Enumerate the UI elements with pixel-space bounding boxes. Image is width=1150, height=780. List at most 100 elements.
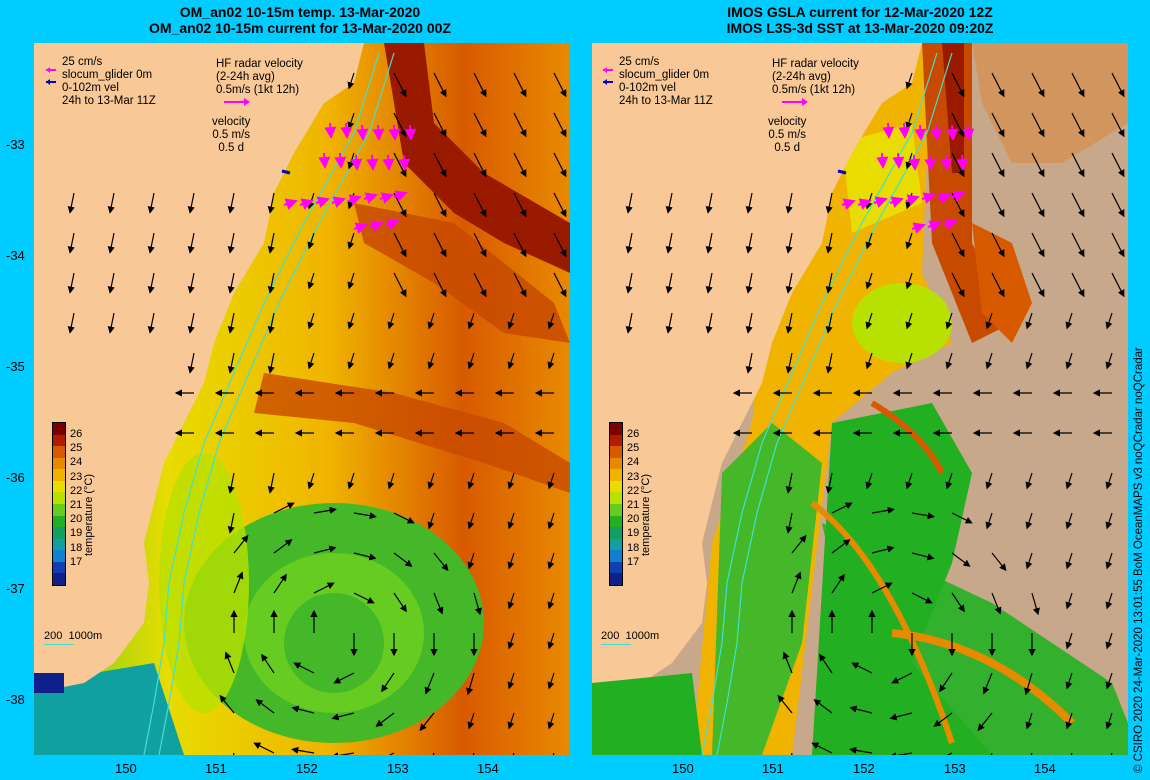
right-map-svg xyxy=(592,43,1128,755)
velocity-arrow xyxy=(507,592,515,610)
velocity-arrow xyxy=(467,712,475,730)
velocity-arrow xyxy=(939,672,953,693)
velocity-arrow xyxy=(107,192,115,214)
right-glider-legend: 25 cm/s slocum_glider 0m 0-102m vel 24h … xyxy=(619,56,713,107)
velocity-arrow xyxy=(507,552,515,570)
velocity-arrow xyxy=(1065,592,1073,610)
hf-radar-arrow xyxy=(369,220,384,232)
lon-label: 153 xyxy=(944,761,966,776)
velocity-arrow xyxy=(547,592,555,610)
velocity-arrow xyxy=(147,192,155,214)
velocity-arrow xyxy=(871,506,895,514)
velocity-arrow xyxy=(791,534,807,554)
velocity-arrow xyxy=(387,352,395,370)
velocity-arrow xyxy=(547,632,555,650)
hf-radar-arrow xyxy=(363,192,378,204)
hf-radar-arrow xyxy=(892,152,905,169)
velocity-arrow xyxy=(705,192,713,214)
velocity-arrow xyxy=(785,312,793,334)
velocity-arrow xyxy=(227,192,235,214)
velocity-arrow xyxy=(267,192,275,214)
hf-radar-arrow xyxy=(940,154,953,171)
velocity-arrow xyxy=(273,573,287,594)
lat-label: -33 xyxy=(6,137,25,152)
velocity-arrow xyxy=(331,712,355,721)
isobath-200m xyxy=(158,52,395,755)
velocity-arrow xyxy=(991,152,1005,178)
velocity-arrow xyxy=(825,272,833,294)
right-colorbar-label: temperature (°C) xyxy=(640,473,652,556)
hf-radar-arrow xyxy=(366,154,379,171)
velocity-arrow xyxy=(227,272,235,294)
velocity-arrow xyxy=(187,192,195,214)
velocity-arrow xyxy=(825,232,833,254)
velocity-arrow xyxy=(381,672,395,693)
velocity-arrow xyxy=(427,352,435,370)
hf-radar-arrow xyxy=(340,122,353,139)
velocity-arrow xyxy=(985,472,993,490)
velocity-arrow xyxy=(507,312,515,330)
lon-label: 153 xyxy=(387,761,409,776)
velocity-arrow xyxy=(985,352,993,370)
velocity-arrow xyxy=(745,232,753,254)
velocity-arrow xyxy=(307,232,315,250)
velocity-arrow xyxy=(393,72,407,98)
right-map[interactable] xyxy=(592,43,1128,755)
velocity-arrow xyxy=(745,352,753,374)
left-map[interactable] xyxy=(34,43,570,755)
velocity-arrow xyxy=(785,352,793,374)
colorbar-tick: 23 xyxy=(70,470,83,483)
left-hf-legend: HF radar velocity (2-24h avg) 0.5m/s (1k… xyxy=(216,58,303,96)
isobath-1000m xyxy=(701,52,938,755)
velocity-arrow xyxy=(1065,352,1073,370)
velocity-arrow xyxy=(67,192,75,214)
velocity-arrow xyxy=(905,312,913,330)
velocity-arrow xyxy=(911,552,935,561)
hf-key-icon xyxy=(224,98,250,106)
velocity-arrow xyxy=(831,502,853,514)
hf-radar-arrow xyxy=(382,154,395,171)
left-colorbar xyxy=(52,422,66,586)
velocity-arrow xyxy=(553,192,567,218)
velocity-arrow xyxy=(991,72,1005,98)
hf-radar-arrow xyxy=(857,198,872,210)
velocity-arrow xyxy=(433,232,447,258)
velocity-arrow xyxy=(107,272,115,294)
velocity-arrow xyxy=(905,232,913,250)
velocity-arrow xyxy=(467,352,475,370)
velocity-arrow xyxy=(625,232,633,254)
velocity-arrow xyxy=(1105,712,1113,730)
velocity-arrow xyxy=(1105,552,1113,570)
velocity-arrow xyxy=(467,552,475,570)
velocity-arrow xyxy=(307,272,315,290)
lon-label: 151 xyxy=(205,761,227,776)
velocity-arrow xyxy=(553,272,567,298)
left-title-line1: OM_an02 10-15m temp. 13-Mar-2020 xyxy=(179,4,421,20)
velocity-arrow xyxy=(865,352,873,370)
hf-radar-arrow xyxy=(324,122,337,139)
velocity-arrow xyxy=(811,742,833,754)
colorbar-tick: 25 xyxy=(70,442,83,455)
velocity-arrow xyxy=(933,712,953,727)
velocity-arrow xyxy=(291,705,315,714)
colorbar-tick: 17 xyxy=(70,555,83,568)
velocity-arrow xyxy=(473,272,487,298)
hf-radar-arrow xyxy=(393,190,408,202)
lat-label: -35 xyxy=(6,359,25,374)
velocity-arrow xyxy=(547,512,555,530)
velocity-arrow xyxy=(813,699,833,714)
velocity-arrow xyxy=(911,512,935,520)
velocity-arrow xyxy=(393,272,407,298)
hf-radar-arrow xyxy=(927,220,942,232)
velocity-arrow xyxy=(1031,272,1045,298)
velocity-arrow xyxy=(1111,192,1125,218)
velocity-arrow xyxy=(782,651,793,674)
velocity-arrow xyxy=(1111,72,1125,98)
velocity-arrow xyxy=(513,192,527,218)
velocity-arrow xyxy=(147,312,155,334)
hf-radar-arrow xyxy=(385,218,400,230)
velocity-arrow xyxy=(985,312,993,330)
velocity-arrow xyxy=(553,152,567,178)
velocity-arrow xyxy=(473,592,482,616)
velocity-arrow xyxy=(253,742,275,754)
